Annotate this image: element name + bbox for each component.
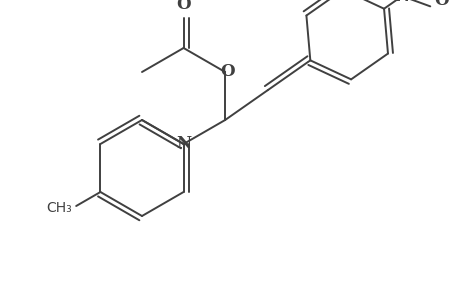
Text: N: N: [394, 0, 409, 4]
Text: N: N: [176, 136, 191, 152]
Text: CH₃: CH₃: [46, 201, 72, 215]
Text: O: O: [219, 64, 234, 80]
Text: O: O: [176, 0, 190, 13]
Text: O: O: [433, 0, 448, 9]
